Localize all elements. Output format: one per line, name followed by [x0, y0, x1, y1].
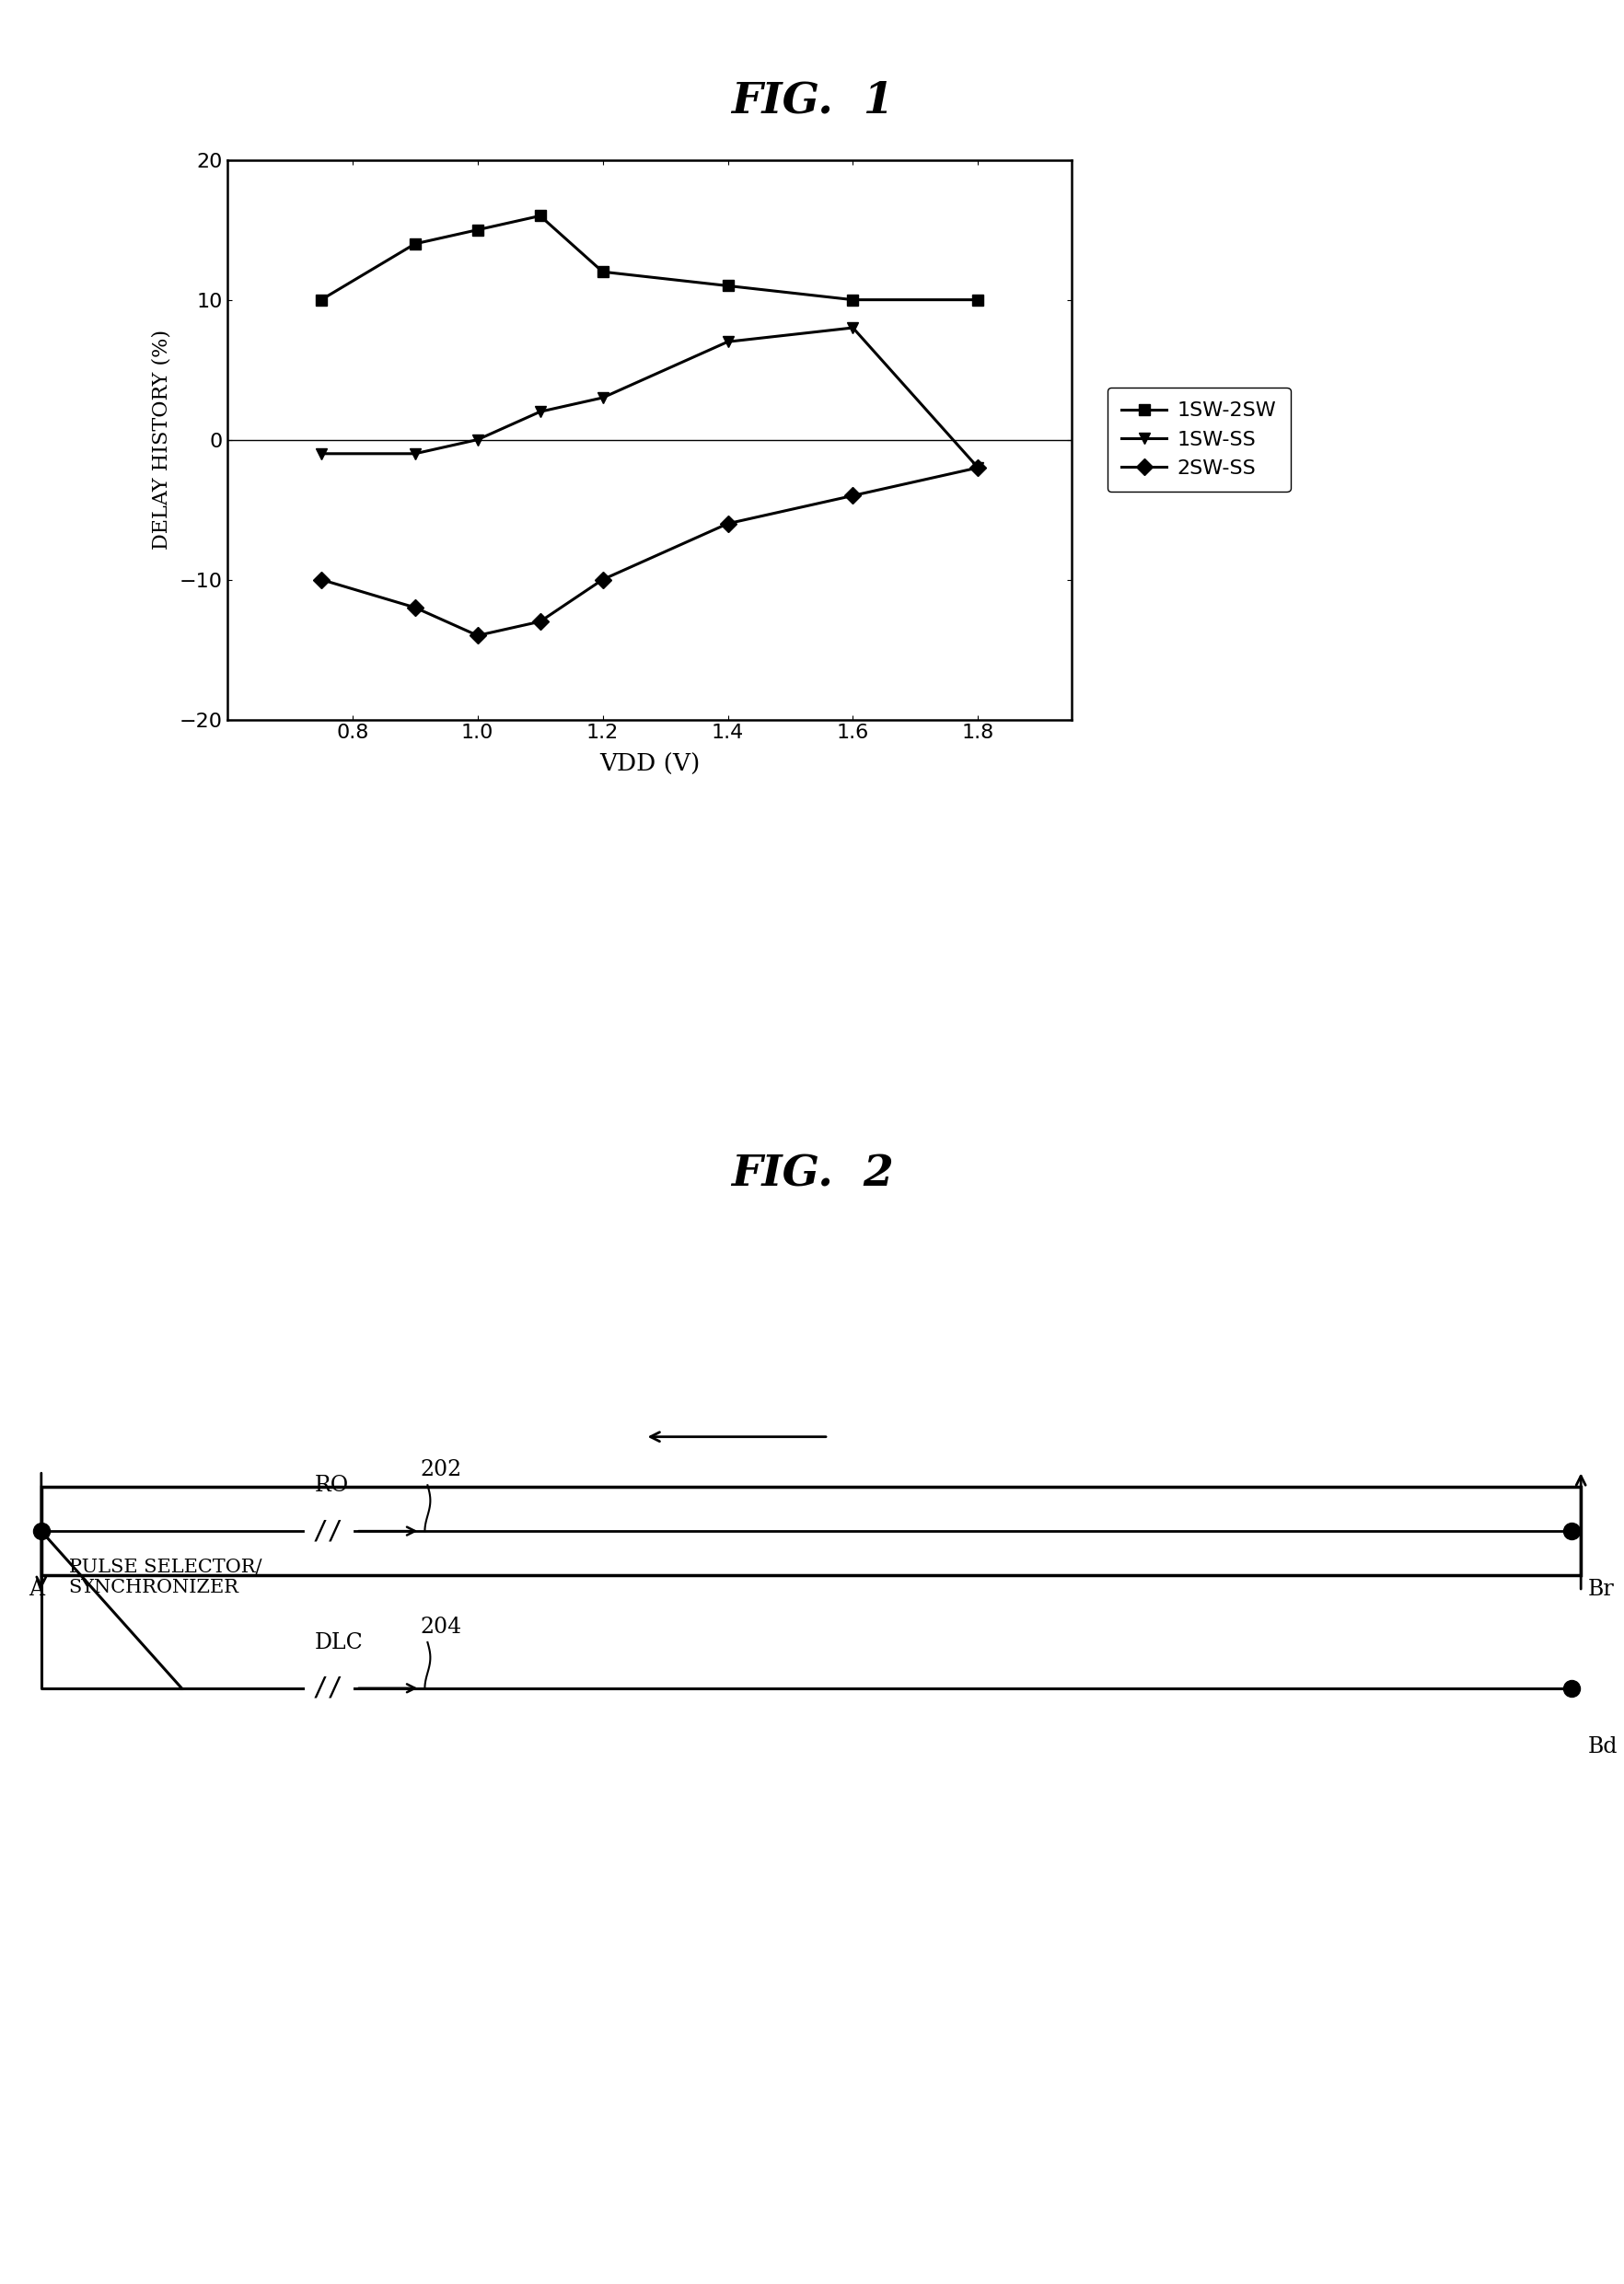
1SW-2SW [843, 286, 862, 313]
2SW-SS [718, 509, 737, 537]
Text: //: // [313, 1519, 344, 1544]
Text: FIG.  1: FIG. 1 [731, 80, 893, 123]
Text: PULSE SELECTOR/
SYNCHRONIZER: PULSE SELECTOR/ SYNCHRONIZER [68, 1558, 261, 1597]
Text: RO: RO [315, 1475, 349, 1496]
Bar [41, 1487, 1580, 1576]
Text: //: // [313, 1674, 344, 1702]
1SW-SS [406, 441, 425, 468]
1SW-SS [843, 315, 862, 343]
1SW-SS [593, 384, 612, 411]
1SW-2SW [312, 286, 331, 313]
2SW-SS [312, 566, 331, 594]
1SW-SS [312, 441, 331, 468]
Y-axis label: DELAY HISTORY (%): DELAY HISTORY (%) [151, 329, 172, 550]
2SW-SS [593, 566, 612, 594]
Line: 2SW-SS: 2SW-SS [315, 461, 984, 642]
Line: 1SW-2SW: 1SW-2SW [315, 210, 984, 306]
2SW-SS [843, 482, 862, 509]
2SW-SS [531, 608, 551, 635]
Text: 202: 202 [421, 1459, 461, 1480]
2SW-SS [406, 594, 425, 621]
1SW-SS [718, 329, 737, 356]
1SW-2SW [593, 258, 612, 286]
Text: 204: 204 [421, 1617, 461, 1638]
X-axis label: VDD (V): VDD (V) [599, 751, 700, 777]
1SW-2SW [718, 272, 737, 299]
1SW-2SW [406, 231, 425, 258]
1SW-SS [968, 455, 987, 482]
1SW-SS [468, 425, 487, 452]
2SW-SS [968, 455, 987, 482]
1SW-2SW [531, 201, 551, 228]
Text: Br: Br [1588, 1578, 1614, 1599]
1SW-2SW [468, 217, 487, 244]
2SW-SS [468, 621, 487, 649]
1SW-2SW [968, 286, 987, 313]
Text: FIG.  2: FIG. 2 [731, 1153, 893, 1197]
Legend: 1SW-2SW, 1SW-SS, 2SW-SS: 1SW-2SW, 1SW-SS, 2SW-SS [1108, 388, 1291, 491]
Text: DLC: DLC [315, 1633, 364, 1654]
Line: 1SW-SS: 1SW-SS [315, 322, 984, 473]
Text: A: A [29, 1578, 44, 1599]
1SW-SS [531, 397, 551, 425]
Text: Bd: Bd [1588, 1736, 1618, 1756]
